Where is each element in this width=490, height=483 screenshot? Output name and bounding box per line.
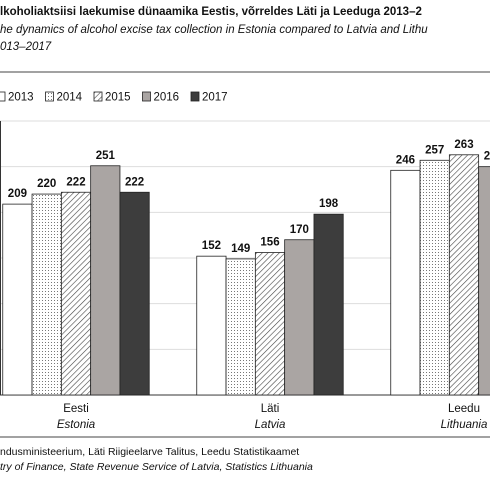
bar (2, 203, 33, 396)
value-label: 222 (125, 176, 144, 188)
x-tick-label-en: Estonia (57, 419, 95, 431)
bar (119, 191, 150, 396)
value-label: 220 (37, 178, 56, 190)
value-label: 198 (319, 198, 339, 210)
legend-swatch (93, 91, 103, 102)
legend-swatch (45, 91, 54, 102)
value-label: 263 (454, 139, 473, 151)
value-label: 251 (96, 150, 116, 162)
bar (90, 165, 121, 396)
bar (196, 255, 227, 396)
legend-label: 2016 (154, 92, 180, 104)
source: ndusministeerium, Läti Riigieelarve Tali… (0, 446, 299, 458)
x-tick-label: Eesti (63, 403, 89, 415)
value-label: 170 (290, 224, 309, 236)
value-label: 156 (260, 237, 279, 249)
bar (313, 213, 344, 396)
value-label: 209 (8, 188, 27, 200)
legend-swatch (0, 91, 6, 102)
subtitle: he dynamics of alcohol excise tax collec… (0, 24, 428, 36)
legend-label: 2014 (57, 92, 83, 104)
value-label: 250 (484, 151, 490, 163)
bar (448, 154, 480, 396)
legend-label: 2015 (105, 92, 131, 104)
x-tick-label: Leedu (448, 403, 480, 415)
source-en: try of Finance, State Revenue Service of… (0, 461, 313, 473)
legend-label: 2013 (8, 92, 34, 104)
legend-label: 2017 (202, 92, 228, 104)
bar (225, 258, 256, 396)
period: 013–2017 (0, 41, 52, 53)
x-tick-label: Läti (261, 403, 280, 415)
value-label: 149 (231, 243, 250, 255)
bar (284, 239, 315, 396)
value-label: 222 (66, 176, 85, 188)
legend-swatch (190, 91, 200, 102)
bar (390, 169, 421, 396)
bar (31, 193, 62, 396)
bar (478, 166, 490, 396)
bar (254, 252, 286, 396)
bar (60, 191, 92, 396)
value-label: 152 (202, 240, 221, 252)
chart-title: lkoholiaktsiisi laekumise dünaamika Eest… (0, 6, 422, 18)
legend-swatch (142, 91, 151, 102)
value-label: 246 (396, 154, 415, 166)
bar (419, 159, 450, 396)
x-tick-label-en: Lithuania (441, 419, 488, 431)
x-tick-label-en: Latvia (255, 419, 286, 431)
value-label: 257 (425, 144, 444, 156)
